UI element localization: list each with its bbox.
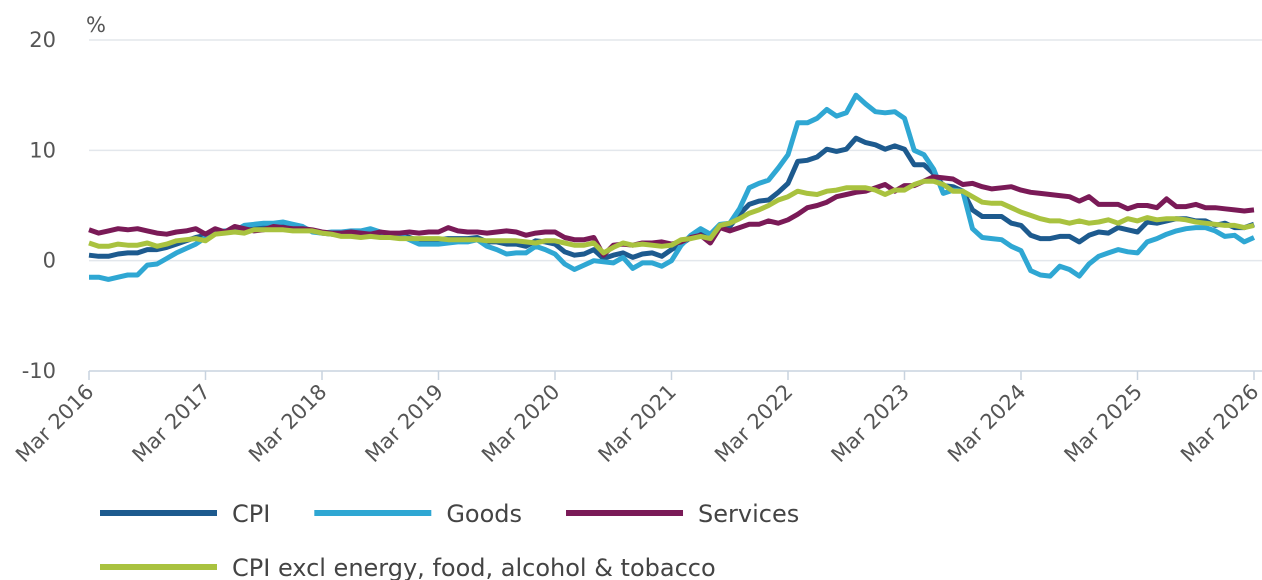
legend-label: CPI excl energy, food, alcohol & tobacco (232, 554, 716, 580)
series-line (88, 178, 1255, 256)
x-tick-label: Mar 2023 (827, 380, 915, 468)
y-tick-label: 0 (43, 249, 56, 273)
x-tick-label: Mar 2026 (1176, 380, 1262, 468)
y-tick-label: 20 (29, 28, 56, 52)
x-tick-label: Mar 2025 (1060, 380, 1148, 468)
x-tick-label: Mar 2020 (477, 380, 565, 468)
x-tick-label: Mar 2016 (11, 380, 99, 468)
y-tick-label: 10 (29, 138, 56, 162)
legend-label: CPI (232, 500, 270, 528)
x-tick-label: Mar 2021 (594, 380, 682, 468)
x-tick-label: Mar 2017 (128, 380, 216, 468)
legend-label: Goods (446, 500, 522, 528)
x-tick-label: Mar 2024 (943, 380, 1031, 468)
y-unit: % (86, 13, 106, 37)
x-tick-label: Mar 2022 (710, 380, 798, 468)
x-tick-label: Mar 2019 (361, 380, 449, 468)
x-tick-label: Mar 2018 (244, 380, 332, 468)
series-line (89, 92, 1256, 282)
legend-label: Services (698, 500, 799, 528)
y-tick-label: -10 (22, 359, 56, 383)
